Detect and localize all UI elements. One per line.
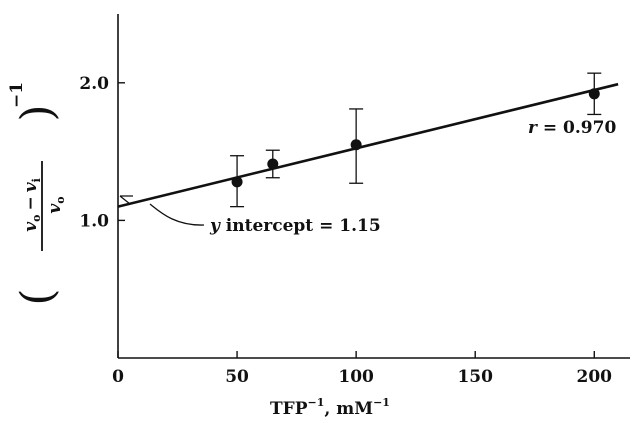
data-point-2: [350, 139, 362, 151]
intercept-arrow-head: [119, 195, 133, 205]
y-tick-label-1: 1.0: [79, 211, 109, 231]
r-annotation-text: = 0.970: [537, 118, 616, 138]
intercept-arrow-curve: [149, 203, 205, 226]
y-title-num-v2: v: [21, 181, 41, 192]
x-axis-title-unit-sup: −1: [373, 396, 390, 409]
data-point-0: [231, 176, 243, 188]
intercept-annotation-var: y: [209, 216, 221, 236]
y-title-num-sub2: i: [30, 178, 43, 182]
y-title-exponent: −1: [7, 82, 27, 108]
y-title-left-paren: (: [12, 288, 63, 305]
x-tick-label-100: 100: [338, 367, 374, 387]
x-tick-label-50: 50: [225, 367, 249, 387]
y-title-num-sub1: o: [30, 215, 43, 222]
data-points: [230, 72, 602, 208]
r-annotation-var: r: [528, 118, 538, 138]
y-title-minus: −: [21, 196, 41, 210]
data-point-1: [267, 158, 279, 170]
y-title-den-sub: o: [54, 196, 67, 203]
fit-line: [117, 82, 619, 208]
fit-line-group: [117, 82, 619, 208]
x-tick-label-200: 200: [577, 367, 613, 387]
y-title-right-paren: ): [12, 104, 63, 121]
y-title-den-v: v: [45, 203, 65, 214]
x-axis-title: TFP−1, mM−1: [270, 396, 390, 418]
y-title-num-v1: v: [21, 221, 41, 232]
x-axis-title-sup: −1: [308, 396, 325, 409]
intercept-annotation: y intercept = 1.15: [209, 216, 381, 236]
r-annotation: r = 0.970: [528, 118, 616, 138]
intercept-annotation-text: intercept = 1.15: [220, 216, 381, 236]
data-point-3: [588, 88, 600, 100]
x-axis-title-base: TFP: [270, 399, 308, 418]
y-title-numerator: vo−vi: [21, 178, 43, 232]
x-tick-label-0: 0: [112, 367, 124, 387]
x-axis-title-unit: , mM: [324, 399, 373, 418]
y-tick-label-2: 2.0: [79, 74, 109, 94]
y-title-denominator: vo: [45, 196, 67, 213]
axes: 0 50 100 150 200 1.0 2.0: [79, 14, 630, 387]
y-axis-title: ( ) vo−vi vo −1: [7, 82, 67, 306]
x-tick-label-150: 150: [457, 367, 493, 387]
